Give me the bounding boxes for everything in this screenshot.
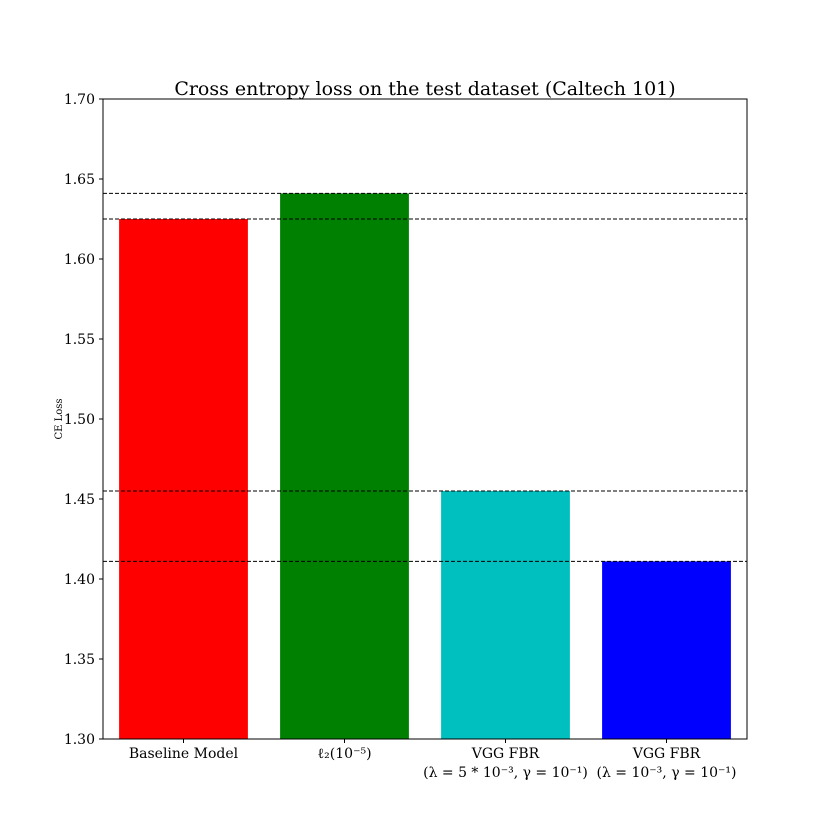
y-axis-label: CE Loss <box>54 398 65 439</box>
y-tick-label-7: 1.60 <box>64 252 95 268</box>
y-tick-label-5: 1.50 <box>64 412 95 428</box>
y-tick-label-6: 1.55 <box>64 332 95 348</box>
y-tick-label-2: 1.35 <box>64 652 95 668</box>
chart-title: Cross entropy loss on the test dataset (… <box>174 78 675 100</box>
x-tick-label-4: VGG FBR <box>632 746 701 762</box>
plot-area: Baseline Model ℓ₂(10⁻⁵) VGG FBR (λ = 5 * 10… <box>64 92 748 781</box>
bar-3 <box>441 491 570 739</box>
x-tick-label-1: Baseline Model <box>129 746 239 762</box>
y-tick-label-4: 1.45 <box>64 492 95 508</box>
axes-frame <box>102 98 748 740</box>
x-tick-sublabel-3: (λ = 5 * 10⁻³, γ = 10⁻¹) <box>423 765 588 781</box>
bar-4 <box>602 561 731 739</box>
x-tick-sublabel-4: (λ = 10⁻³, γ = 10⁻¹) <box>597 765 737 781</box>
bar-2 <box>280 193 409 739</box>
y-tick-label-1: 1.30 <box>64 732 95 748</box>
y-tick-label-3: 1.40 <box>64 572 95 588</box>
x-tick-label-3: VGG FBR <box>471 746 540 762</box>
y-tick-label-9: 1.70 <box>64 92 95 108</box>
bar-1 <box>119 219 248 739</box>
x-tick-label-2: ℓ₂(10⁻⁵) <box>317 746 371 762</box>
y-tick-label-8: 1.65 <box>64 172 95 188</box>
